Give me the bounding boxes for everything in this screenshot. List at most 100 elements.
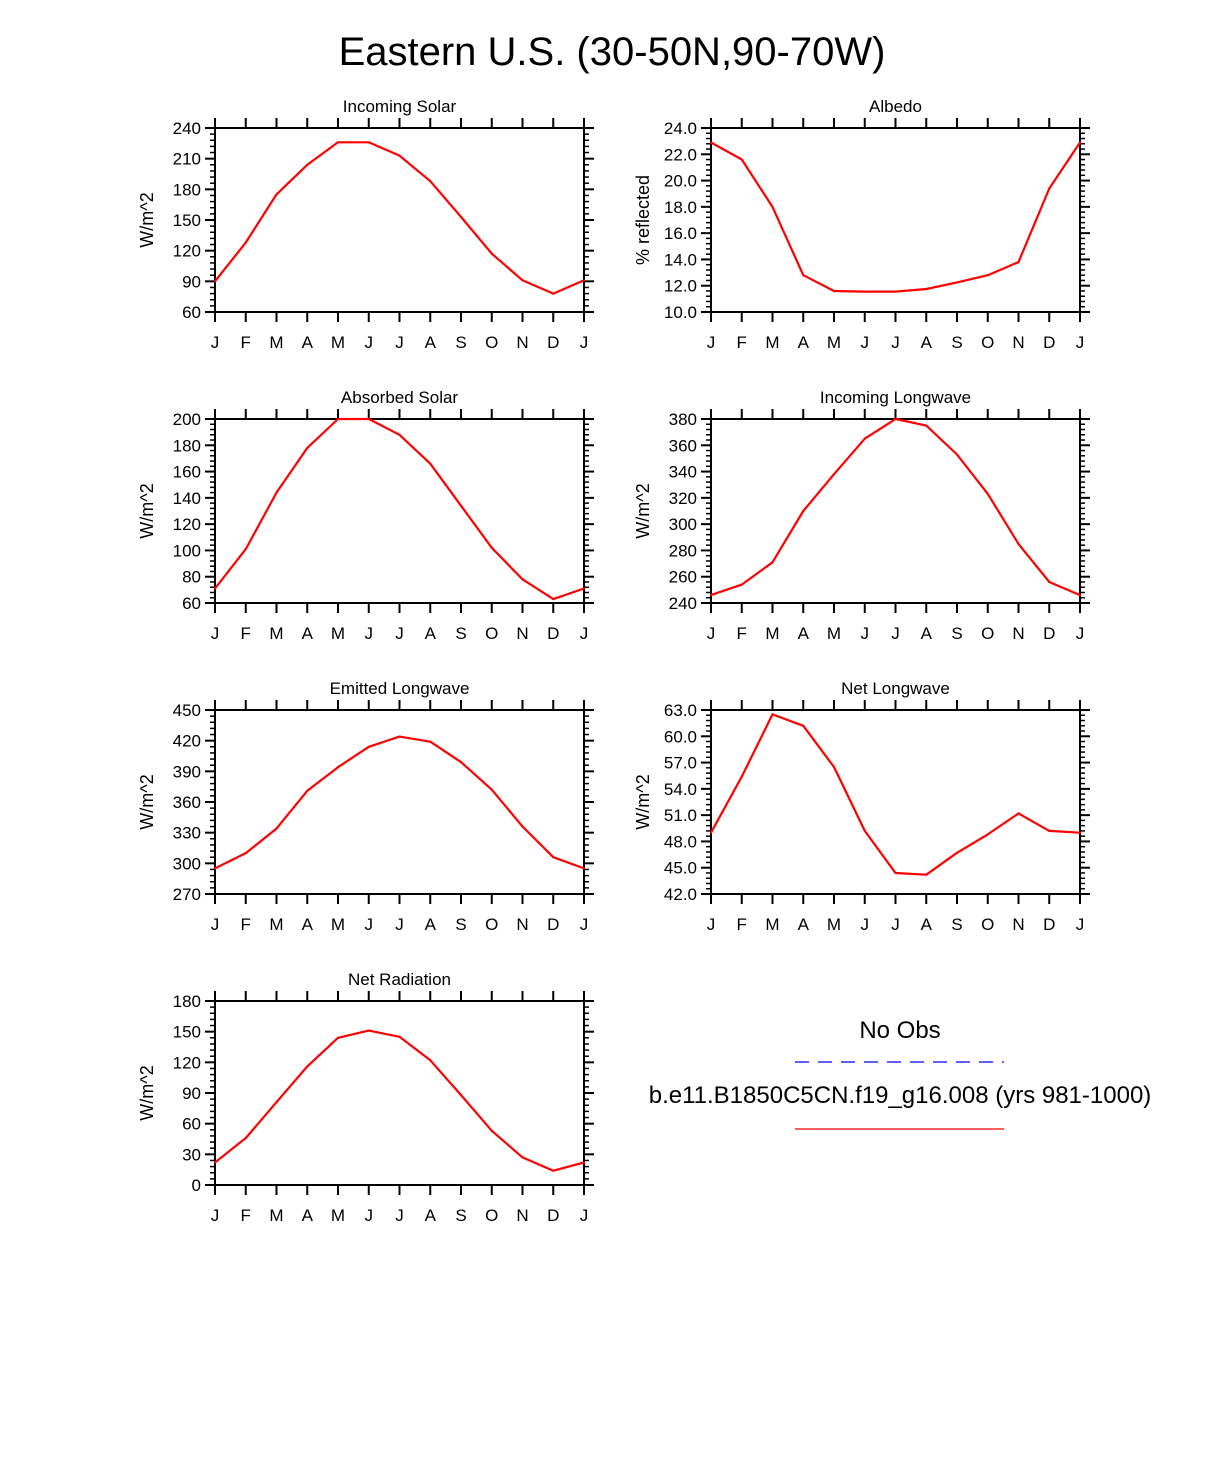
data-point [986,274,989,277]
y-tick-label: 330 [173,824,201,843]
data-point [894,290,897,293]
y-tick-label: 180 [173,992,201,1011]
data-point [275,827,278,830]
x-tick-label: A [302,624,314,643]
data-point [367,1029,370,1032]
data-point [740,775,743,778]
data-point [213,867,217,870]
x-tick-label: M [765,624,779,643]
x-tick-label: O [981,915,994,934]
x-tick-label: O [485,624,498,643]
series-line-model [214,141,585,295]
y-tick-label: 240 [173,119,201,138]
data-point [459,1093,463,1097]
y-tick-label: 150 [173,211,201,230]
data-point [490,788,493,791]
y-tick-label: 420 [173,732,201,751]
x-tick-label: O [981,624,994,643]
x-tick-label: J [580,1206,589,1225]
data-point [925,287,928,291]
data-point [367,745,370,748]
x-tick-label: S [951,624,962,643]
x-tick-label: F [737,333,747,352]
x-tick-label: D [547,333,559,352]
x-tick-label: S [455,915,466,934]
x-tick-label: N [1012,624,1024,643]
chart-title: Incoming Longwave [820,388,971,407]
x-tick-label: J [365,624,374,643]
x-tick-label: D [547,1206,559,1225]
data-point [490,1129,493,1132]
x-tick-label: J [580,624,589,643]
y-tick-label: 24.0 [664,119,697,138]
y-tick-label: 57.0 [664,754,697,773]
x-tick-label: M [827,915,841,934]
y-tick-label: 63.0 [664,701,697,720]
data-point [275,193,278,196]
data-point [771,561,774,564]
data-point [1078,594,1082,597]
x-tick-label: J [707,915,716,934]
y-tick-label: 60 [182,303,201,322]
x-tick-label: N [1012,333,1024,352]
data-point [429,180,432,183]
y-tick-label: 180 [173,180,201,199]
data-point [213,280,217,283]
x-tick-label: M [331,915,345,934]
data-point [367,141,370,144]
data-point [1017,260,1020,264]
data-point [398,735,401,738]
data-point [1078,141,1082,144]
data-point [336,417,340,421]
y-tick-label: 280 [669,541,697,560]
y-tick-label: 150 [173,1023,201,1042]
x-tick-label: J [395,333,404,352]
y-tick-label: 16.0 [664,224,697,243]
x-tick-label: J [365,1206,374,1225]
series-line-model [710,141,1081,293]
data-point [429,1059,432,1062]
x-tick-label: A [425,333,437,352]
plot-frame [710,709,1081,895]
y-tick-label: 180 [173,436,201,455]
series-line-model [710,713,1081,876]
x-tick-label: A [798,333,810,352]
data-point [367,417,370,421]
x-tick-label: O [981,333,994,352]
x-tick-label: J [861,333,870,352]
data-point [552,856,555,859]
y-tick-label: 45.0 [664,859,697,878]
x-tick-label: N [516,915,528,934]
x-tick-label: J [395,1206,404,1225]
plot-frame [710,418,1081,604]
x-tick-label: D [1043,915,1055,934]
x-tick-label: F [737,624,747,643]
y-tick-label: 90 [182,272,201,291]
data-point [802,274,805,277]
data-point [429,462,432,465]
y-tick-label: 210 [173,150,201,169]
y-tick-label: 60 [182,594,201,613]
y-tick-label: 80 [182,568,201,587]
x-tick-label: A [798,915,810,934]
chart-title: Albedo [869,97,922,116]
data-point [709,141,713,144]
data-point [955,453,959,456]
x-tick-label: F [737,915,747,934]
series-line-model [710,417,1081,597]
x-tick-label: S [455,1206,466,1225]
data-point [1017,542,1020,545]
y-tick-label: 48.0 [664,832,697,851]
y-tick-label: 10.0 [664,303,697,322]
x-tick-label: M [331,333,345,352]
data-point [771,713,774,716]
data-point [863,829,866,833]
x-tick-label: A [798,624,810,643]
y-tick-label: 60 [182,1115,201,1134]
x-tick-label: A [425,915,437,934]
x-tick-label: J [211,333,220,352]
x-tick-label: D [547,624,559,643]
